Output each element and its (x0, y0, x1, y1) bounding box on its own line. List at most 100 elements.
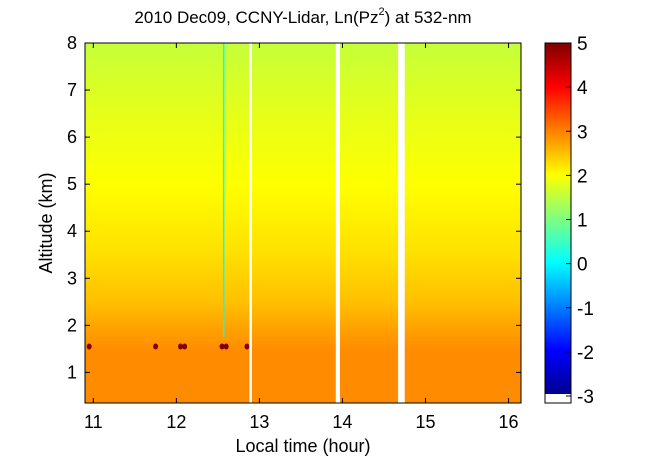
y-tick-label: 7 (67, 80, 77, 100)
heatmap-band (85, 361, 521, 365)
heatmap-band (85, 289, 521, 293)
heatmap-band (85, 244, 521, 248)
heatmap-band (85, 64, 521, 68)
heatmap-band (85, 181, 521, 185)
plot-frame (84, 42, 522, 404)
hot-spot (223, 343, 229, 350)
heatmap-band (85, 259, 521, 263)
heatmap-band (85, 304, 521, 308)
heatmap-band (85, 337, 521, 341)
heatmap-band (85, 292, 521, 296)
colorbar: -3 -2 -1 0 1 2 3 4 5 (544, 34, 594, 408)
heatmap-band (85, 190, 521, 194)
heatmap-band (85, 217, 521, 221)
heatmap-band (85, 214, 521, 218)
heatmap-band (85, 295, 521, 299)
y-tick-label: 8 (67, 33, 77, 53)
heatmap-band (85, 364, 521, 368)
heatmap-band (85, 130, 521, 134)
heatmap-band (85, 127, 521, 131)
heatmap-band (85, 280, 521, 284)
heatmap-band (85, 154, 521, 158)
heatmap-band (85, 343, 521, 347)
heatmap-band (85, 256, 521, 260)
heatmap-band (85, 172, 521, 176)
heatmap-band (85, 352, 521, 356)
heatmap-band (85, 118, 521, 122)
chart-title: 2010 Dec09, CCNY-Lidar, Ln(Pz2) at 532-n… (134, 6, 471, 27)
heatmap-band (85, 103, 521, 107)
colorbar-tick-label: 1 (577, 211, 588, 232)
heatmap-band (85, 253, 521, 257)
heatmap-band (85, 208, 521, 212)
heatmap-band (85, 211, 521, 215)
colorbar-nodata-swatch (545, 394, 571, 403)
hot-spot (86, 343, 92, 350)
heatmap-band (85, 97, 521, 101)
colorbar-tick-label: 0 (577, 255, 588, 276)
heatmap-band (85, 82, 521, 86)
heatmap-band (85, 61, 521, 65)
heatmap-band (85, 262, 521, 266)
colorbar-gradient (545, 43, 571, 394)
x-axis-label: Local time (hour) (235, 436, 370, 456)
heatmap-band (85, 100, 521, 104)
x-tick-label: 12 (166, 412, 186, 432)
heatmap-band (85, 283, 521, 287)
heatmap-band (85, 331, 521, 335)
data-gap (249, 43, 252, 403)
heatmap-band (85, 223, 521, 227)
colorbar-tick-label: -2 (577, 343, 594, 364)
heatmap-band (85, 124, 521, 128)
heatmap-band (85, 268, 521, 272)
hot-spot (219, 343, 225, 350)
heatmap-band (85, 382, 521, 386)
heatmap-band (85, 397, 521, 401)
heatmap-band (85, 85, 521, 89)
heatmap-band (85, 121, 521, 125)
colorbar-frame (544, 42, 572, 404)
x-tick-label: 15 (415, 412, 435, 432)
heatmap-band (85, 400, 521, 403)
colorbar-tick-label: -3 (577, 387, 594, 408)
heatmap-band (85, 112, 521, 116)
heatmap-band (85, 43, 521, 47)
heatmap-band (85, 76, 521, 80)
heatmap-band (85, 193, 521, 197)
heatmap-band (85, 142, 521, 146)
heatmap-band (85, 334, 521, 338)
x-tick-label: 16 (499, 412, 519, 432)
y-tick-label: 5 (67, 174, 77, 194)
heatmap-band (85, 202, 521, 206)
heatmap-band (85, 325, 521, 329)
x-tick-label: 13 (249, 412, 269, 432)
heatmap-band (85, 391, 521, 395)
heatmap-band (85, 106, 521, 110)
heatmap-band (85, 376, 521, 380)
heatmap-band (85, 79, 521, 83)
hot-spot (153, 343, 159, 350)
heatmap-band (85, 109, 521, 113)
heatmap-band (85, 67, 521, 71)
heatmap-band (85, 322, 521, 326)
heatmap-band (85, 196, 521, 200)
data-gap (398, 43, 405, 403)
colorbar-tick-label: 5 (577, 34, 588, 55)
heatmap-band (85, 169, 521, 173)
heatmap-band (85, 220, 521, 224)
heatmap-band (85, 229, 521, 233)
heatmap-band (85, 58, 521, 62)
heatmap-band (85, 319, 521, 323)
heatmap-band (85, 373, 521, 377)
heatmap-features (86, 43, 250, 350)
heatmap-band (85, 328, 521, 332)
heatmap-band (85, 358, 521, 362)
heatmap-band (85, 370, 521, 374)
heatmap-band (85, 247, 521, 251)
heatmap-band (85, 49, 521, 53)
heatmap-band (85, 274, 521, 278)
plot-area (85, 43, 521, 403)
heatmap-band (85, 379, 521, 383)
heatmap-band (85, 265, 521, 269)
heatmap-band (85, 250, 521, 254)
